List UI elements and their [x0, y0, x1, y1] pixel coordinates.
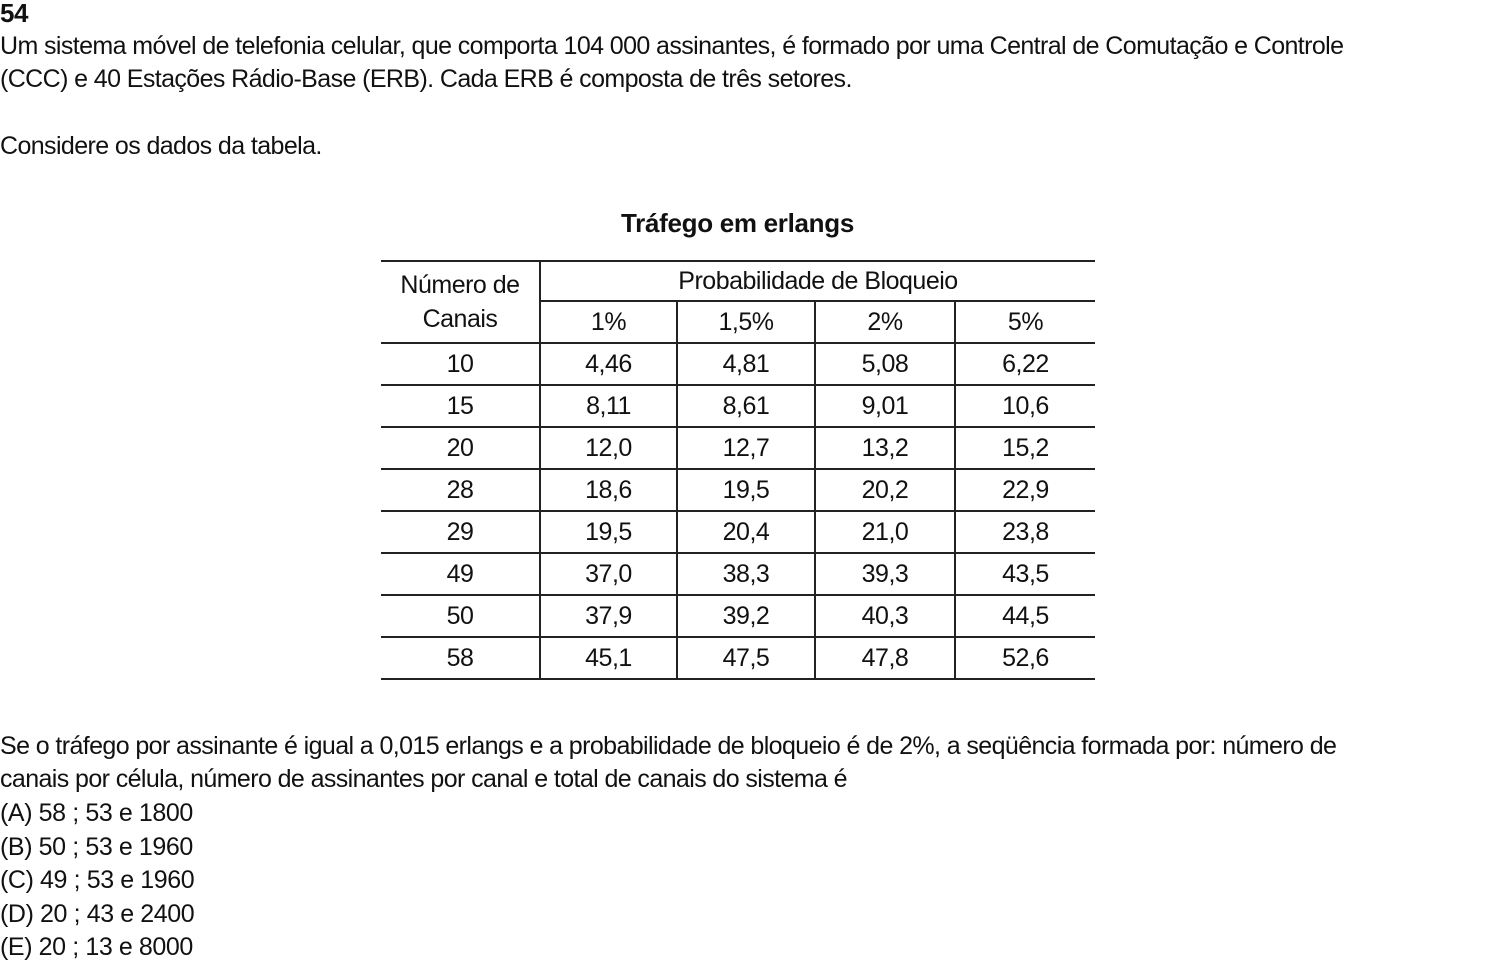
table-cell: 12,7	[677, 427, 816, 470]
table-cell: 4,46	[540, 343, 678, 386]
traffic-table: Número de Canais Probabilidade de Bloque…	[381, 260, 1095, 680]
table-cell: 37,0	[540, 553, 678, 596]
table-cell: 39,3	[815, 553, 956, 596]
table-caption: Tráfego em erlangs	[620, 208, 855, 238]
table-row: 10 4,46 4,81 5,08 6,22	[381, 343, 1095, 386]
table-cell: 37,9	[540, 595, 678, 638]
option-a[interactable]: (A) 58 ; 53 e 1800	[0, 799, 193, 827]
table-row: 49 37,0 38,3 39,3 43,5	[381, 553, 1095, 596]
table-cell: 28	[381, 469, 541, 512]
table-cell: 29	[381, 511, 541, 554]
table-cell: 13,2	[815, 427, 956, 470]
table-cell: 20,2	[815, 469, 956, 512]
table-row: 29 19,5 20,4 21,0 23,8	[381, 511, 1095, 554]
table-cell: 43,5	[955, 553, 1095, 596]
table-cell: 6,22	[955, 343, 1095, 386]
table-cell: 21,0	[815, 511, 956, 554]
intro-line: (CCC) e 40 Estações Rádio-Base (ERB). Ca…	[0, 65, 852, 93]
table-cell: 19,5	[677, 469, 816, 512]
table-cell: 47,5	[677, 637, 816, 680]
blocking-probability-header: Probabilidade de Bloqueio	[540, 260, 1095, 302]
table-cell: 10,6	[955, 385, 1095, 428]
question-intro: Um sistema móvel de telefonia celular, q…	[0, 30, 1344, 96]
answer-options: (A) 58 ; 53 e 1800 (B) 50 ; 53 e 1960 (C…	[0, 797, 195, 965]
table-cell: 19,5	[540, 511, 678, 554]
table-cell: 39,2	[677, 595, 816, 638]
channels-header-line1: Número de	[400, 271, 520, 299]
table-row: 20 12,0 12,7 13,2 15,2	[381, 427, 1095, 470]
table-cell: 47,8	[815, 637, 956, 680]
table-cell: 4,81	[677, 343, 816, 386]
prompt-line: canais por célula, número de assinantes …	[0, 765, 848, 793]
option-b[interactable]: (B) 50 ; 53 e 1960	[0, 832, 193, 861]
prompt-line: Se o tráfego por assinante é igual a 0,0…	[0, 732, 1337, 760]
table-cell: 22,9	[955, 469, 1095, 512]
table-cell: 20	[381, 427, 541, 470]
option-d[interactable]: (D) 20 ; 43 e 2400	[0, 899, 195, 928]
prob-header-2: 2%	[815, 301, 956, 344]
table-cell: 18,6	[540, 469, 678, 512]
table-cell: 52,6	[955, 637, 1095, 680]
table-cell: 45,1	[540, 637, 678, 680]
option-e[interactable]: (E) 20 ; 13 e 8000	[0, 933, 193, 961]
table-cell: 15	[381, 385, 541, 428]
table-cell: 44,5	[955, 595, 1095, 638]
prob-header-5: 5%	[955, 301, 1095, 344]
prob-header-1-5: 1,5%	[677, 301, 816, 344]
table-cell: 8,61	[677, 385, 816, 428]
channels-header: Número de Canais	[381, 260, 541, 344]
table-row: 58 45,1 47,5 47,8 52,6	[381, 637, 1095, 680]
channels-header-line2: Canais	[422, 305, 498, 333]
table-row: 15 8,11 8,61 9,01 10,6	[381, 385, 1095, 428]
table-row: 28 18,6 19,5 20,2 22,9	[381, 469, 1095, 512]
table-cell: 58	[381, 637, 541, 680]
table-cell: 38,3	[677, 553, 816, 596]
prob-header-1: 1%	[540, 301, 678, 344]
table-cell: 12,0	[540, 427, 678, 470]
table-row: 50 37,9 39,2 40,3 44,5	[381, 595, 1095, 638]
table-cell: 49	[381, 553, 541, 596]
table-cell: 20,4	[677, 511, 816, 554]
intro-line: Um sistema móvel de telefonia celular, q…	[0, 32, 1344, 60]
table-cell: 15,2	[955, 427, 1095, 470]
question-prompt: Se o tráfego por assinante é igual a 0,0…	[0, 730, 1337, 796]
question-number: 54	[0, 0, 28, 28]
option-c[interactable]: (C) 49 ; 53 e 1960	[0, 866, 195, 894]
table-cell: 23,8	[955, 511, 1095, 554]
table-cell: 50	[381, 595, 541, 638]
table-cell: 10	[381, 343, 541, 386]
table-cell: 5,08	[815, 343, 956, 386]
table-cell: 40,3	[815, 595, 956, 638]
table-cell: 8,11	[540, 385, 678, 428]
consider-text: Considere os dados da tabela.	[0, 132, 322, 160]
table-cell: 9,01	[815, 385, 956, 428]
